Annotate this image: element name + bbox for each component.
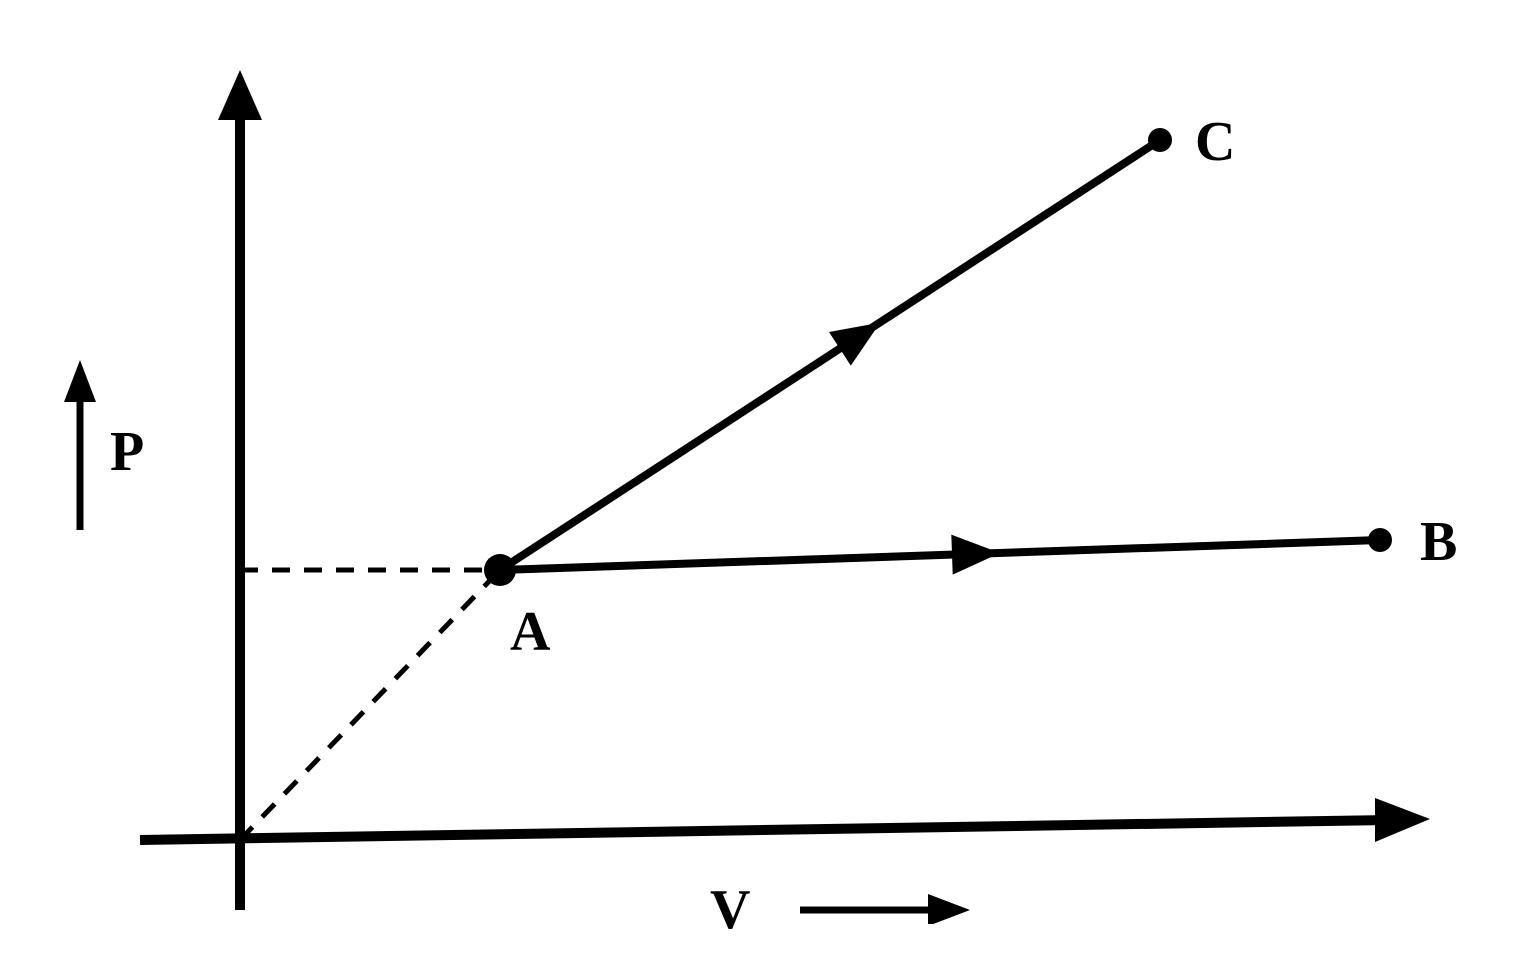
- point-B: [1368, 528, 1392, 552]
- v-label-arrowhead: [928, 894, 970, 924]
- chart-svg: [40, 40, 1484, 924]
- x-axis-arrowhead: [1375, 798, 1430, 842]
- point-A: [484, 554, 516, 586]
- line-AB: [500, 540, 1380, 570]
- arrow-AB: [951, 533, 1000, 575]
- x-axis: [140, 820, 1390, 840]
- p-label-arrowhead: [64, 360, 96, 402]
- label-C: C: [1195, 110, 1235, 174]
- label-P: P: [110, 420, 144, 484]
- pv-diagram: P V A B C: [40, 40, 1484, 924]
- arrow-AC: [829, 306, 891, 366]
- label-A: A: [510, 600, 550, 664]
- label-B: B: [1420, 510, 1457, 574]
- point-C: [1148, 128, 1172, 152]
- label-V: V: [710, 878, 750, 942]
- line-AC: [500, 140, 1160, 570]
- y-axis-arrowhead: [218, 70, 262, 120]
- dashed-diagonal: [240, 570, 500, 840]
